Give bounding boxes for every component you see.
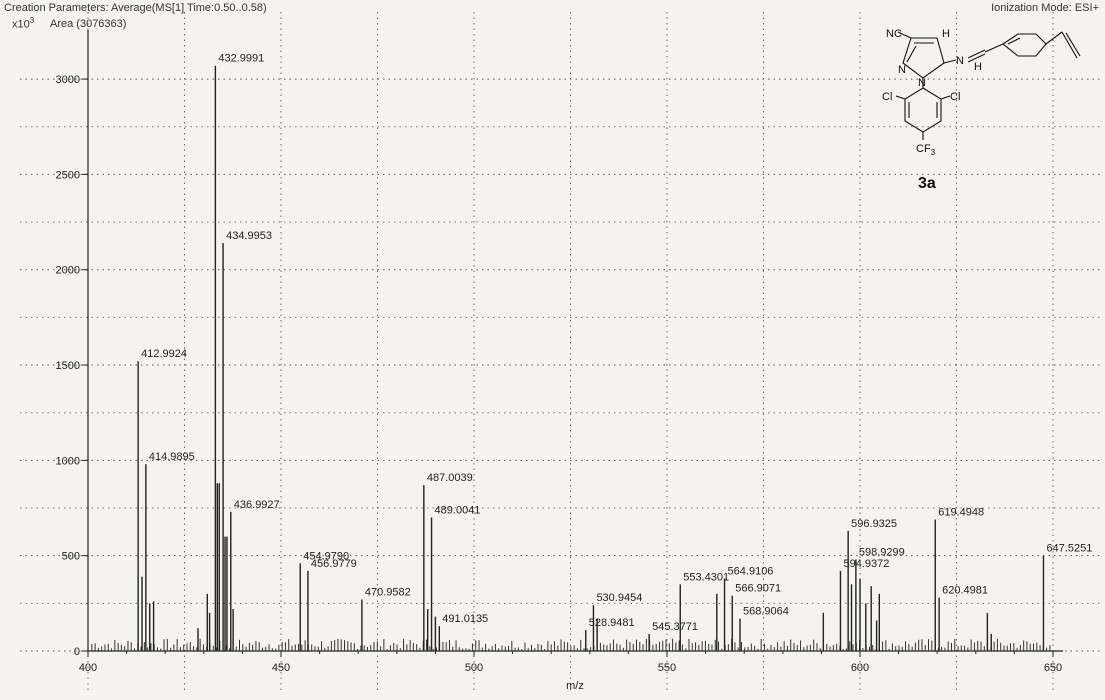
peak-bars [137,65,1045,651]
y-tick-label: 2000 [56,265,80,277]
y-tick-label: 2500 [56,169,80,181]
y-tick-label: 1000 [56,455,80,467]
peak-label: 594.9372 [843,558,889,570]
y-scale-exponent: 3 [29,16,35,25]
styryl-ring [1002,33,1047,57]
vinyl-bond-2 [1061,31,1078,59]
dichlorophenyl-ring [904,87,942,133]
atom-cf: CF [916,143,931,155]
peak-label: 487.0039 [427,472,473,484]
peak-label: 568.9064 [743,606,789,618]
atom-n-imine: N [956,55,964,67]
cyano-bond [897,31,912,39]
ring-double-bond-2 [906,45,917,63]
peak-label: 412.9924 [141,348,187,360]
grid-lines [20,12,1100,692]
atom-cf3-subscript: 3 [931,148,936,157]
atom-cf3: CF3 [916,143,936,157]
imine-double-bond [967,49,986,59]
creation-parameters: Creation Parameters: Average(MS[1] Time:… [4,2,267,14]
peak-label: 545.3771 [652,621,698,633]
peak-label: 436.9927 [234,499,280,511]
peak-label: 553.4301 [683,571,729,583]
atom-n-ring-1: N [898,64,906,76]
styryl-inner-bond [1007,37,1021,45]
atom-nc: NC [886,28,902,40]
ionization-mode: Ionization Mode: ESI+ [991,2,1099,14]
y-scale-base: x10 [12,18,30,31]
x-axis-title: m/z [566,680,584,692]
imine-double-bond-2 [967,53,986,63]
peak-label: 414.9895 [149,451,195,463]
x-tick-label: 650 [1044,662,1062,674]
peak-label: 564.9106 [728,566,774,578]
x-tick-label: 400 [79,662,97,674]
peak-label: 566.9071 [735,583,781,595]
peak-labels: 412.9924 414.9895 432.9991 434.9953 436.9927… [141,53,1092,633]
peak-label: 456.9779 [311,558,357,570]
cl-bond-left [895,95,906,100]
peak-label: 432.9991 [218,53,264,65]
peak-label: 489.0041 [435,505,481,517]
atom-cl-left: Cl [882,91,892,103]
pyrazole-ring [902,37,945,79]
peak-label: 530.9454 [596,592,642,604]
x-tick-label: 550 [658,662,676,674]
peak-label: 470.9582 [365,587,411,599]
x-tick-label: 450 [272,662,290,674]
vinyl-bond-1 [1045,31,1063,45]
y-tick-label: 500 [62,551,80,563]
atom-cl-right: Cl [950,91,960,103]
peak-label: 647.5251 [1046,543,1092,555]
atom-h-ring: H [942,28,950,40]
peak-label: 596.9325 [851,518,897,530]
y-tick-label: 3000 [56,74,80,86]
peak-label: 491.0135 [442,613,488,625]
aryl-link [984,43,1004,53]
imine-bond-1 [943,59,957,64]
atom-h-imine: H [974,61,982,73]
compound-label: 3a [918,175,936,192]
atom-n-ring-2: N [918,77,926,89]
x-tick-label: 600 [851,662,869,674]
vinyl-bond-3 [1065,32,1081,57]
peak-label: 434.9953 [226,230,272,242]
cl-bond-right [940,95,951,100]
y-scale-label: x103 [12,16,34,31]
y-tick-label: 1500 [56,360,80,372]
peak-label: 454.9790 [303,550,349,562]
peak-label: 620.4981 [942,585,988,597]
molecule-structure [895,31,1081,140]
peak-label: 598.9299 [859,546,905,558]
x-axis: 400 450 500 550 600 650 [79,650,1063,674]
y-axis: 0 500 1000 1500 2000 2500 3000 [56,30,89,658]
y-tick-label: 0 [74,646,80,658]
peak-label: 528.9481 [589,617,635,629]
peak-label: 619.4948 [938,506,984,518]
x-tick-label: 500 [465,662,483,674]
